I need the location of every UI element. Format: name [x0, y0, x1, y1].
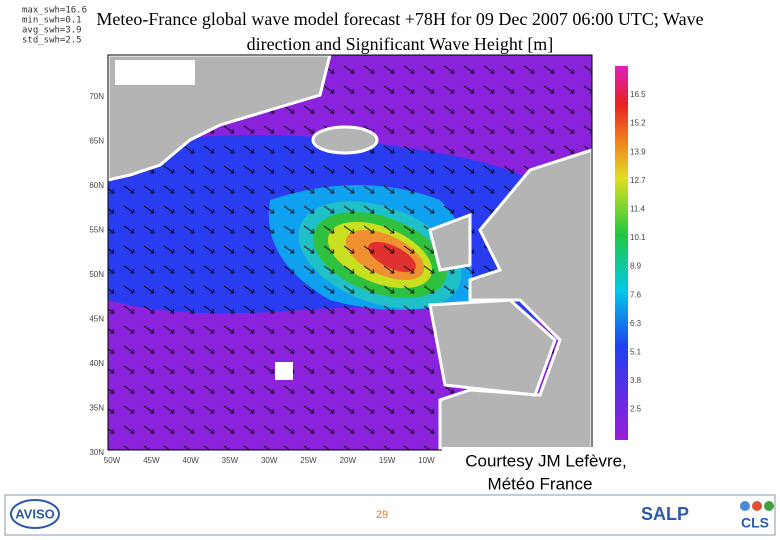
lon-label: 25W: [300, 456, 317, 465]
lat-label: 35N: [89, 404, 104, 413]
courtesy-line: Courtesy JM Lefèvre,: [465, 451, 627, 470]
footer-frame: [4, 494, 776, 536]
lat-label: 40N: [89, 359, 104, 368]
colorbar-label: 15.2: [630, 119, 646, 128]
colorbar-label: 6.3: [630, 319, 642, 328]
courtesy-line: Météo France: [488, 474, 593, 493]
colorbar-label: 13.9: [630, 147, 646, 156]
colorbar-label: 12.7: [630, 176, 646, 185]
stat-line: avg_swh=3.9: [22, 26, 82, 36]
courtesy-box: [442, 447, 642, 495]
colorbar-label: 10.1: [630, 233, 646, 242]
logo-ring: [10, 499, 60, 529]
colorbar-label: 16.5: [630, 90, 646, 99]
lat-label: 45N: [89, 315, 104, 324]
lat-label: 65N: [89, 137, 104, 146]
lon-label: 50W: [104, 456, 121, 465]
lat-label: 30N: [89, 448, 104, 457]
lon-label: 20W: [340, 456, 357, 465]
lon-label: 35W: [222, 456, 239, 465]
map-frame: [107, 54, 593, 451]
title-line: Meteo-France global wave model forecast …: [96, 9, 703, 29]
wave-map: [108, 55, 592, 450]
page-number: 29: [376, 509, 388, 521]
lon-label: 10W: [418, 456, 435, 465]
colorbar-label: 2.5: [630, 405, 642, 414]
lon-label: 30W: [261, 456, 278, 465]
lat-label: 50N: [89, 270, 104, 279]
colorbar-label: 3.8: [630, 376, 642, 385]
lat-label: 55N: [89, 226, 104, 235]
colorbar-label: 8.9: [630, 262, 642, 271]
stat-line: max_swh=16.6: [22, 6, 87, 16]
lon-label: 15W: [379, 456, 396, 465]
logo: CLS: [741, 515, 769, 531]
lon-label: 40W: [182, 456, 199, 465]
lon-label: 45W: [143, 456, 160, 465]
lat-label: 70N: [89, 92, 104, 101]
lat-label: 60N: [89, 181, 104, 190]
colorbar-label: 11.4: [630, 205, 646, 214]
colorbar-label: 5.1: [630, 348, 642, 357]
stat-line: min_swh=0.1: [22, 16, 82, 26]
title-line: direction and Significant Wave Height [m…: [247, 34, 554, 54]
logo: SALP: [641, 504, 689, 524]
logo: AVISO: [15, 506, 55, 521]
stat-line: std_swh=2.5: [22, 36, 82, 46]
colorbar-label: 7.6: [630, 290, 642, 299]
colorbar: [615, 66, 628, 440]
